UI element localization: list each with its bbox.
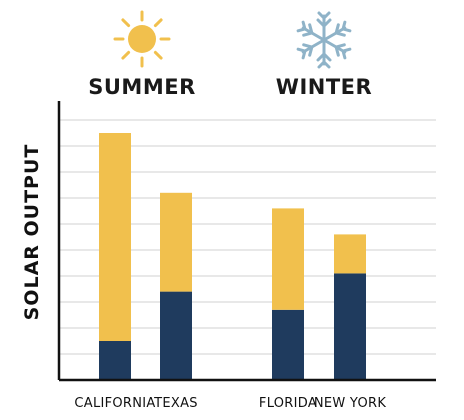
bar-new-york-segment-0: [334, 273, 366, 380]
winter-title: WINTER: [276, 75, 372, 99]
bar-texas-segment-0: [160, 291, 192, 380]
snowflake-icon: [296, 11, 352, 69]
y-axis-title: SOLAR OUTPUT: [21, 144, 43, 321]
x-tick-label: NEW YORK: [314, 396, 387, 411]
bar-florida-segment-0: [272, 309, 304, 380]
bar-texas-segment-1: [160, 192, 192, 292]
sun-icon: [113, 10, 171, 68]
summer-title: SUMMER: [88, 75, 196, 99]
bar-florida-segment-1: [272, 208, 304, 310]
bar-new-york-segment-1: [334, 234, 366, 274]
bar-california-segment-1: [99, 133, 131, 341]
x-tick-label: TEXAS: [153, 396, 198, 411]
bar-california-segment-0: [99, 341, 131, 380]
x-tick-label: FLORIDA: [259, 396, 317, 411]
x-tick-label: CALIFORNIA: [74, 396, 155, 411]
bars: [99, 133, 366, 380]
